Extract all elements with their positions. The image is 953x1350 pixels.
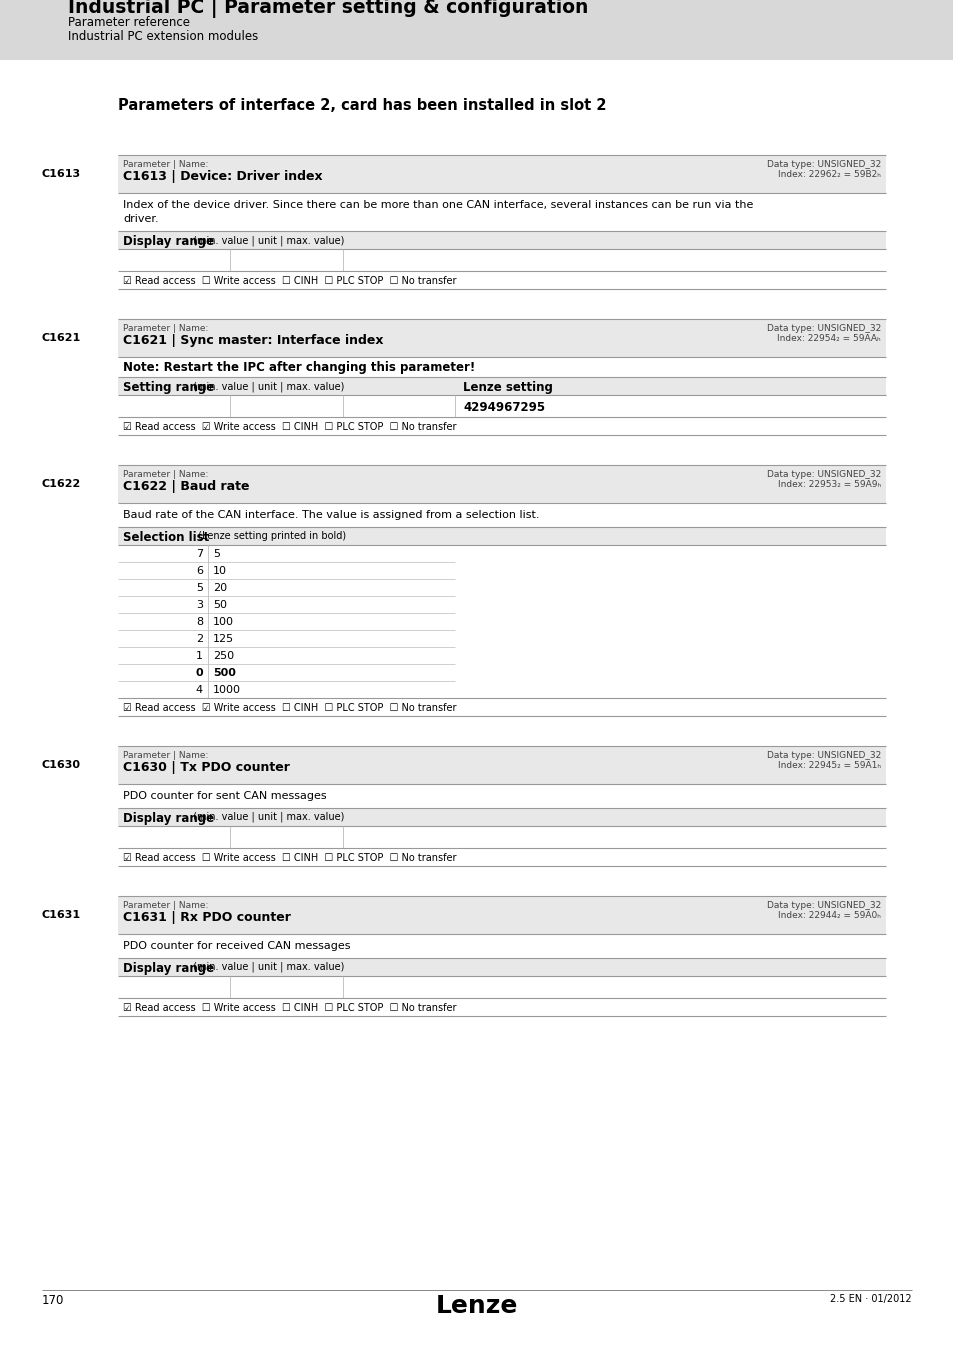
Text: Data type: UNSIGNED_32: Data type: UNSIGNED_32 [766, 470, 880, 479]
Text: (min. value | unit | max. value): (min. value | unit | max. value) [190, 235, 344, 246]
Bar [0, 0, 953, 59]
Bar [118, 464, 885, 504]
Text: Parameter | Name:: Parameter | Name: [123, 324, 208, 333]
Text: ☑ Read access  ☑ Write access  ☐ CINH  ☐ PLC STOP  ☐ No transfer: ☑ Read access ☑ Write access ☐ CINH ☐ PL… [123, 703, 456, 713]
Text: 125: 125 [213, 634, 233, 644]
Text: Note: Restart the IPC after changing this parameter!: Note: Restart the IPC after changing thi… [123, 360, 475, 374]
Text: Industrial PC | Parameter setting & configuration: Industrial PC | Parameter setting & conf… [68, 0, 588, 18]
Text: Parameter | Name:: Parameter | Name: [123, 751, 208, 760]
Bar [118, 747, 885, 784]
Bar [118, 231, 885, 248]
Text: 8: 8 [195, 617, 203, 626]
Bar [118, 319, 885, 356]
Text: C1613 | Device: Driver index: C1613 | Device: Driver index [123, 170, 322, 184]
Text: 4: 4 [195, 684, 203, 695]
Text: 1000: 1000 [213, 684, 241, 695]
Text: 3: 3 [195, 599, 203, 610]
Bar [118, 526, 885, 545]
Text: 50: 50 [213, 599, 227, 610]
Text: 7: 7 [195, 549, 203, 559]
Text: PDO counter for received CAN messages: PDO counter for received CAN messages [123, 941, 350, 950]
Text: 6: 6 [195, 566, 203, 576]
Text: C1630 | Tx PDO counter: C1630 | Tx PDO counter [123, 761, 290, 774]
Text: Lenze setting: Lenze setting [462, 381, 553, 394]
Text: Display range: Display range [123, 963, 213, 975]
Text: Data type: UNSIGNED_32: Data type: UNSIGNED_32 [766, 161, 880, 169]
Text: Index: 22962₂ = 59B2ₕ: Index: 22962₂ = 59B2ₕ [778, 170, 880, 180]
Text: Index: 22953₂ = 59A9ₕ: Index: 22953₂ = 59A9ₕ [777, 481, 880, 489]
Text: Selection list: Selection list [123, 531, 209, 544]
Text: 170: 170 [42, 1295, 64, 1307]
Text: Data type: UNSIGNED_32: Data type: UNSIGNED_32 [766, 751, 880, 760]
Text: ☑ Read access  ☑ Write access  ☐ CINH  ☐ PLC STOP  ☐ No transfer: ☑ Read access ☑ Write access ☐ CINH ☐ PL… [123, 423, 456, 432]
Text: 5: 5 [213, 549, 220, 559]
Text: C1631 | Rx PDO counter: C1631 | Rx PDO counter [123, 911, 291, 923]
Text: Parameters of interface 2, card has been installed in slot 2: Parameters of interface 2, card has been… [118, 99, 606, 113]
Text: ☑ Read access  ☐ Write access  ☐ CINH  ☐ PLC STOP  ☐ No transfer: ☑ Read access ☐ Write access ☐ CINH ☐ PL… [123, 1003, 456, 1012]
Text: (min. value | unit | max. value): (min. value | unit | max. value) [190, 963, 344, 972]
Text: Data type: UNSIGNED_32: Data type: UNSIGNED_32 [766, 324, 880, 333]
Text: 5: 5 [195, 583, 203, 593]
Text: C1631: C1631 [42, 910, 81, 919]
Text: C1622: C1622 [42, 479, 81, 489]
Text: 20: 20 [213, 583, 227, 593]
Text: ☑ Read access  ☐ Write access  ☐ CINH  ☐ PLC STOP  ☐ No transfer: ☑ Read access ☐ Write access ☐ CINH ☐ PL… [123, 853, 456, 863]
Text: 500: 500 [213, 668, 235, 678]
Text: C1621: C1621 [42, 333, 81, 343]
Text: Data type: UNSIGNED_32: Data type: UNSIGNED_32 [766, 900, 880, 910]
Text: 4294967295: 4294967295 [462, 401, 544, 414]
Text: C1630: C1630 [42, 760, 81, 770]
Text: Industrial PC extension modules: Industrial PC extension modules [68, 30, 258, 43]
Text: (Lenze setting printed in bold): (Lenze setting printed in bold) [195, 531, 346, 541]
Text: 0: 0 [195, 668, 203, 678]
Text: ☑ Read access  ☐ Write access  ☐ CINH  ☐ PLC STOP  ☐ No transfer: ☑ Read access ☐ Write access ☐ CINH ☐ PL… [123, 275, 456, 286]
Text: Parameter | Name:: Parameter | Name: [123, 470, 208, 479]
Text: C1622 | Baud rate: C1622 | Baud rate [123, 481, 250, 493]
Text: (min. value | unit | max. value): (min. value | unit | max. value) [190, 381, 344, 392]
Text: 2: 2 [195, 634, 203, 644]
Text: PDO counter for sent CAN messages: PDO counter for sent CAN messages [123, 791, 326, 801]
Text: Baud rate of the CAN interface. The value is assigned from a selection list.: Baud rate of the CAN interface. The valu… [123, 510, 539, 520]
Text: Index: 22945₂ = 59A1ₕ: Index: 22945₂ = 59A1ₕ [778, 761, 880, 770]
Text: 1: 1 [195, 651, 203, 661]
Text: Index: 22954₂ = 59AAₕ: Index: 22954₂ = 59AAₕ [777, 333, 880, 343]
Text: Parameter | Name:: Parameter | Name: [123, 900, 208, 910]
Text: Display range: Display range [123, 235, 213, 248]
Text: C1621 | Sync master: Interface index: C1621 | Sync master: Interface index [123, 333, 383, 347]
Text: driver.: driver. [123, 215, 158, 224]
Bar [118, 958, 885, 976]
Bar [118, 809, 885, 826]
Text: Index: 22944₂ = 59A0ₕ: Index: 22944₂ = 59A0ₕ [778, 911, 880, 919]
Text: Setting range: Setting range [123, 381, 214, 394]
Text: 250: 250 [213, 651, 233, 661]
Text: 10: 10 [213, 566, 227, 576]
Text: Parameter | Name:: Parameter | Name: [123, 161, 208, 169]
Bar [118, 896, 885, 934]
Text: Index of the device driver. Since there can be more than one CAN interface, seve: Index of the device driver. Since there … [123, 200, 753, 211]
Text: (min. value | unit | max. value): (min. value | unit | max. value) [190, 811, 344, 822]
Text: C1613: C1613 [42, 169, 81, 180]
Text: Lenze: Lenze [436, 1295, 517, 1318]
Bar [118, 155, 885, 193]
Bar [118, 377, 885, 396]
Text: 2.5 EN · 01/2012: 2.5 EN · 01/2012 [829, 1295, 911, 1304]
Text: Parameter reference: Parameter reference [68, 16, 190, 28]
Text: 100: 100 [213, 617, 233, 626]
Text: Display range: Display range [123, 811, 213, 825]
